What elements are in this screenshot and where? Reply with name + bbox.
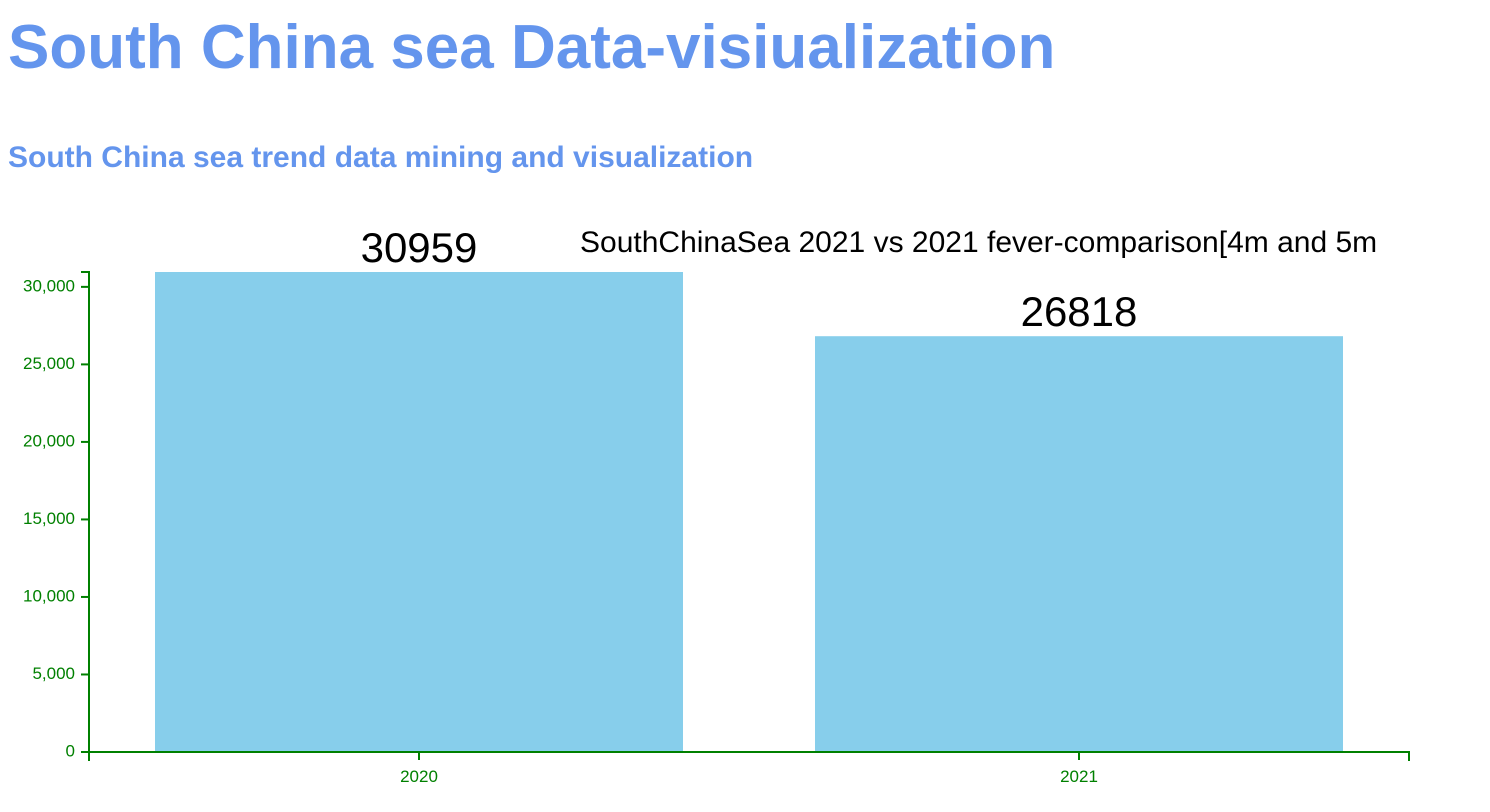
bars-layer — [155, 272, 1343, 752]
y-tick-label: 25,000 — [23, 354, 75, 373]
page-title: South China sea Data-visiualization — [8, 13, 1056, 82]
value-label-2021: 26818 — [1021, 288, 1138, 335]
y-tick-label: 10,000 — [23, 586, 75, 605]
bar-chart: SouthChinaSea 2021 vs 2021 fever-compari… — [23, 224, 1410, 786]
x-axis-line — [88, 751, 1410, 761]
x-tick-label-2020: 2020 — [400, 767, 438, 786]
x-tick-label-2021: 2021 — [1060, 767, 1098, 786]
y-axis: 0 5,000 10,000 15,000 20,000 25,000 30,000 — [23, 271, 90, 760]
bar-2021 — [815, 336, 1343, 752]
y-tick-label: 30,000 — [23, 276, 75, 295]
y-tick-label: 5,000 — [32, 664, 75, 683]
page-subtitle: South China sea trend data mining and vi… — [8, 141, 754, 174]
y-tick-label: 15,000 — [23, 509, 75, 528]
y-tick-label: 0 — [66, 741, 75, 760]
chart-title: SouthChinaSea 2021 vs 2021 fever-compari… — [580, 226, 1377, 259]
y-tick-label: 20,000 — [23, 431, 75, 450]
value-labels-layer: 30959 26818 — [361, 224, 1138, 335]
bar-2020 — [155, 272, 683, 752]
x-axis: 2020 2021 — [88, 751, 1410, 786]
y-axis-line — [81, 271, 90, 753]
value-label-2020: 30959 — [361, 224, 478, 271]
